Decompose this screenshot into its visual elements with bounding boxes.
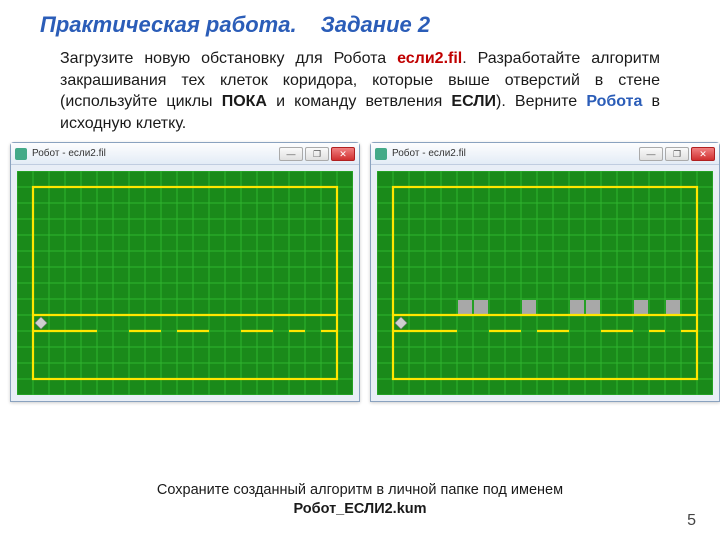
close-button[interactable]: ✕ xyxy=(691,147,715,161)
save-instruction: Сохраните созданный алгоритм в личной па… xyxy=(0,481,720,520)
maximize-button[interactable]: ❐ xyxy=(665,147,689,161)
close-button[interactable]: ✕ xyxy=(331,147,355,161)
body-kw1: ПОКА xyxy=(222,93,267,110)
window-title: Робот - если2.fil xyxy=(392,148,634,159)
window-title: Робот - если2.fil xyxy=(32,148,274,159)
grid-area xyxy=(11,165,359,401)
minimize-button[interactable]: — xyxy=(639,147,663,161)
body-kw2: ЕСЛИ xyxy=(451,93,496,110)
grid-area xyxy=(371,165,719,401)
app-icon xyxy=(15,148,27,160)
body-t4: ). Верните xyxy=(496,93,586,110)
body-robot: Робота xyxy=(586,93,642,110)
window-titlebar: Робот - если2.fil — ❐ ✕ xyxy=(371,143,719,165)
minimize-button[interactable]: — xyxy=(279,147,303,161)
maximize-button[interactable]: ❐ xyxy=(305,147,329,161)
window-titlebar: Робот - если2.fil — ❐ ✕ xyxy=(11,143,359,165)
title-task: Задание 2 xyxy=(321,12,431,38)
footer-fname: Робот_ЕСЛИ2.kum xyxy=(293,501,426,517)
body-t3: и команду ветвления xyxy=(267,93,451,110)
task-description: Загрузите новую обстановку для Робота ес… xyxy=(0,46,720,142)
window-initial: Робот - если2.fil — ❐ ✕ xyxy=(10,142,360,402)
window-result: Робот - если2.fil — ❐ ✕ xyxy=(370,142,720,402)
screenshots-row: Робот - если2.fil — ❐ ✕ Робот - если2.fi… xyxy=(0,142,720,402)
footer-t1: Сохраните созданный алгоритм в личной па… xyxy=(157,482,563,498)
page-number: 5 xyxy=(687,512,696,530)
app-icon xyxy=(375,148,387,160)
title-main: Практическая работа. xyxy=(40,12,297,38)
body-t1: Загрузите новую обстановку для Робота xyxy=(60,50,397,67)
body-file: если2.fil xyxy=(397,50,462,67)
